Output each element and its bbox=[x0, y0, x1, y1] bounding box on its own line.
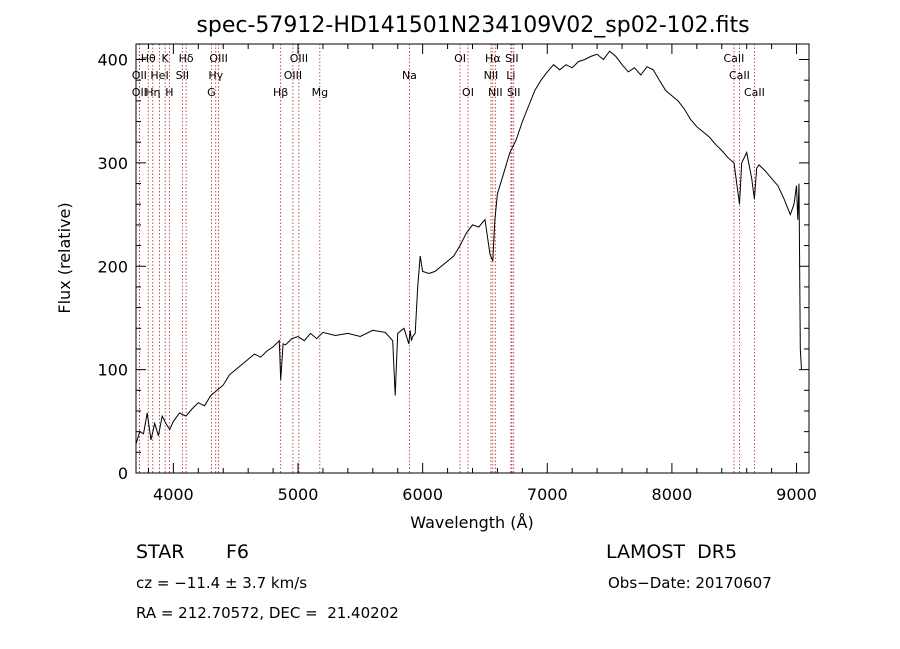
plot-frame bbox=[135, 43, 810, 474]
axis-tick-labels: 4000 5000 6000 7000 8000 9000 0 100 200 300 400 bbox=[97, 51, 816, 504]
y-tick-label: 300 bbox=[97, 154, 128, 173]
spectral-line-label: OIII bbox=[284, 69, 302, 82]
spectral-line-label: NII bbox=[488, 86, 503, 99]
spectral-line-label: OIII bbox=[290, 52, 308, 65]
spectrum-line bbox=[135, 50, 802, 445]
y-tick-label: 400 bbox=[97, 51, 128, 70]
spectral-line-label: CaII bbox=[729, 69, 750, 82]
spectral-line-markers bbox=[138, 44, 755, 473]
y-tick-label: 0 bbox=[118, 464, 128, 483]
x-tick-label: 6000 bbox=[402, 485, 443, 504]
y-axis-label: Flux (relative) bbox=[55, 202, 74, 313]
object-subclass: F6 bbox=[226, 541, 250, 563]
y-tick-label: 200 bbox=[97, 257, 128, 276]
coordinates: RA = 212.70572, DEC = 21.40202 bbox=[136, 604, 399, 622]
spectral-line-label: CaII bbox=[744, 86, 765, 99]
spectral-line-label: Hα bbox=[485, 52, 501, 65]
object-class: STAR bbox=[136, 541, 185, 563]
spectral-line-label: SII bbox=[176, 69, 189, 82]
chart-title: spec-57912-HD141501N234109V02_sp02-102.f… bbox=[196, 13, 749, 38]
spectral-line-label: K bbox=[162, 52, 170, 65]
spectral-line-label: H bbox=[165, 86, 173, 99]
x-axis-label: Wavelength (Å) bbox=[410, 513, 533, 532]
redshift-cz: cz = −11.4 ± 3.7 km/s bbox=[136, 574, 308, 592]
spectral-line-label: OIII bbox=[209, 52, 227, 65]
x-tick-label: 4000 bbox=[153, 485, 194, 504]
x-tick-label: 8000 bbox=[652, 485, 693, 504]
spectral-line-label: OI bbox=[462, 86, 474, 99]
spectral-line-label: SII bbox=[507, 86, 520, 99]
spectral-line-label: Hβ bbox=[273, 86, 288, 99]
observation-date: Obs−Date: 20170607 bbox=[608, 574, 772, 592]
spectral-line-label: Hθ bbox=[141, 52, 156, 65]
survey-name: LAMOST DR5 bbox=[606, 541, 738, 563]
spectral-line-label: HeI bbox=[150, 69, 168, 82]
x-tick-label: 7000 bbox=[527, 485, 568, 504]
spectral-line-label: NII bbox=[484, 69, 499, 82]
spectral-line-label: Na bbox=[402, 69, 417, 82]
spectral-line-label: Hδ bbox=[179, 52, 194, 65]
y-tick-label: 100 bbox=[97, 361, 128, 380]
spectral-line-label: Mg bbox=[312, 86, 328, 99]
x-tick-label: 5000 bbox=[278, 485, 319, 504]
spectral-line-label: Hγ bbox=[208, 69, 223, 82]
spectral-line-label: Li bbox=[506, 69, 515, 82]
spectral-line-label: SII bbox=[505, 52, 518, 65]
x-tick-label: 9000 bbox=[776, 485, 817, 504]
spectral-line-label: OI bbox=[454, 52, 466, 65]
spectral-line-label: G bbox=[207, 86, 216, 99]
spectral-line-label: Hη bbox=[145, 86, 160, 99]
spectral-line-label: CaII bbox=[724, 52, 745, 65]
axis-ticks bbox=[136, 44, 809, 474]
